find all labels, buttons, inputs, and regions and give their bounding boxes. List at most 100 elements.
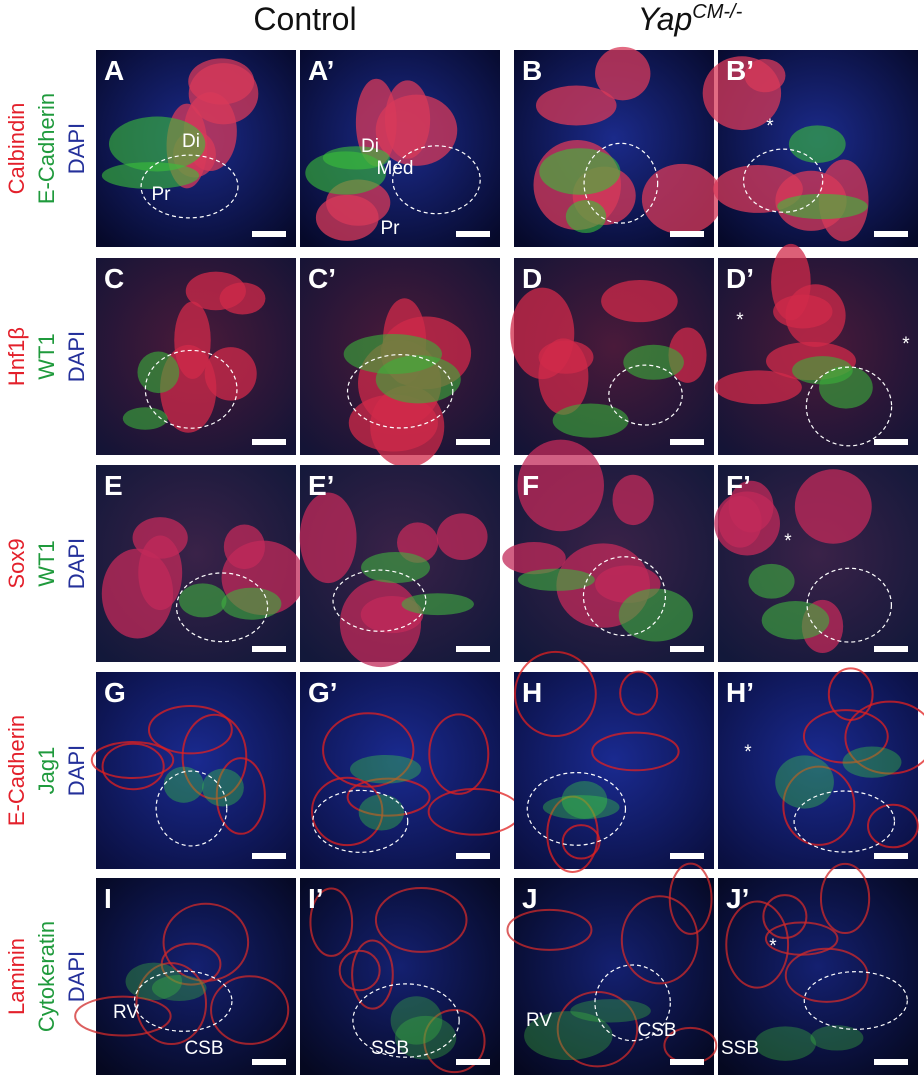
scale-bar xyxy=(670,646,704,652)
tissue-green xyxy=(754,1026,816,1061)
tissue-red xyxy=(725,900,790,989)
tissue-red xyxy=(160,942,222,986)
annotation: Di xyxy=(361,136,379,157)
tissue-red xyxy=(397,522,439,563)
annotation: * xyxy=(736,310,744,331)
tissue-green xyxy=(761,601,830,640)
tissue-red xyxy=(374,887,468,953)
stain-label: E-Cadherin xyxy=(4,715,29,826)
tissue-red xyxy=(506,908,593,951)
scale-bar xyxy=(456,439,490,445)
tissue-red xyxy=(620,895,699,985)
annotation: Di xyxy=(182,131,200,152)
dashed-outline xyxy=(144,349,238,429)
tissue-green xyxy=(810,1025,864,1051)
tissue-green xyxy=(179,583,227,618)
stain-label: DAPI xyxy=(64,538,89,589)
tissue-green xyxy=(565,200,607,233)
panel-background xyxy=(718,878,918,1075)
scale-bar xyxy=(874,439,908,445)
tissue-green xyxy=(552,403,629,438)
tissue-red xyxy=(346,777,431,817)
tissue-red xyxy=(782,765,856,846)
tissue-red xyxy=(713,165,803,213)
tissue-red xyxy=(147,705,233,755)
tissue-red xyxy=(185,271,246,311)
annotation: Pr xyxy=(381,218,401,239)
tissue-green xyxy=(842,746,902,778)
panel-background xyxy=(718,672,918,869)
tissue-red xyxy=(714,370,802,405)
dashed-outline xyxy=(583,142,659,224)
tissue-green xyxy=(524,1011,613,1061)
annotation: * xyxy=(766,116,774,137)
tissue-red xyxy=(764,921,839,956)
tissue-red xyxy=(204,347,257,401)
tissue-green xyxy=(570,999,651,1023)
tissue-red xyxy=(375,94,458,166)
tissue-green xyxy=(401,593,474,616)
scale-bar xyxy=(252,646,286,652)
panel-label: J xyxy=(522,883,538,914)
panel-label: D’ xyxy=(726,263,754,294)
tissue-red xyxy=(728,480,774,533)
dashed-outline xyxy=(175,572,269,643)
scale-bar xyxy=(670,853,704,859)
tissue-red xyxy=(556,990,639,1068)
panel-background xyxy=(300,672,500,869)
annotation: Med xyxy=(377,158,414,179)
tissue-green xyxy=(818,366,873,409)
annotation: Pr xyxy=(152,184,172,205)
scale-bar xyxy=(456,853,490,859)
tissue-red xyxy=(517,439,604,532)
tissue-green xyxy=(775,755,834,809)
tissue-green xyxy=(221,587,282,620)
stain-label: E-Cadherin xyxy=(34,93,59,204)
tissue-red xyxy=(827,667,874,721)
tissue-red xyxy=(436,513,488,560)
scale-bar xyxy=(252,231,286,237)
tissue-green xyxy=(350,754,422,784)
annotation: * xyxy=(902,334,910,355)
tissue-green xyxy=(305,151,387,195)
tissue-green xyxy=(788,125,846,163)
stain-label: Jag1 xyxy=(34,747,59,795)
scale-bar xyxy=(874,231,908,237)
tissue-green xyxy=(375,355,461,404)
micrograph-panel: I’ SSB xyxy=(300,878,500,1075)
gene-name: Yap xyxy=(638,1,693,37)
panel-label: B xyxy=(522,55,542,86)
panel-label: F’ xyxy=(726,470,751,501)
genotype-superscript: CM-/- xyxy=(692,1,742,23)
dashed-outline xyxy=(526,771,627,846)
annotation: * xyxy=(784,531,792,552)
tissue-red xyxy=(595,46,651,101)
tissue-green xyxy=(151,975,207,1002)
tissue-red xyxy=(188,63,259,125)
annotation: * xyxy=(769,936,777,957)
scale-bar xyxy=(252,1059,286,1065)
dashed-outline xyxy=(805,366,893,447)
tissue-red xyxy=(867,803,919,849)
micrograph-panel: H xyxy=(514,650,714,873)
tissue-red xyxy=(794,469,872,544)
tissue-red xyxy=(502,541,566,575)
tissue-red xyxy=(561,824,601,860)
tissue-red xyxy=(181,713,248,800)
tissue-green xyxy=(517,568,595,591)
annotation: SSB xyxy=(721,1038,759,1059)
tissue-green xyxy=(101,162,200,189)
micrograph-panel: E’ xyxy=(299,465,500,668)
tissue-red xyxy=(309,887,354,957)
annotation: CSB xyxy=(637,1020,676,1041)
micrograph-panel: G’ xyxy=(300,672,522,869)
stain-label: Hnf1β xyxy=(4,327,29,386)
tissue-red xyxy=(535,85,617,126)
micrograph-panel: I RV CSB xyxy=(74,878,296,1075)
stain-label: WT1 xyxy=(34,333,59,379)
dashed-outline xyxy=(806,567,893,643)
dashed-outline xyxy=(582,556,667,637)
tissue-red xyxy=(744,58,786,93)
micrograph-panel: J RV CSB xyxy=(506,862,718,1075)
tissue-green xyxy=(394,1015,457,1060)
